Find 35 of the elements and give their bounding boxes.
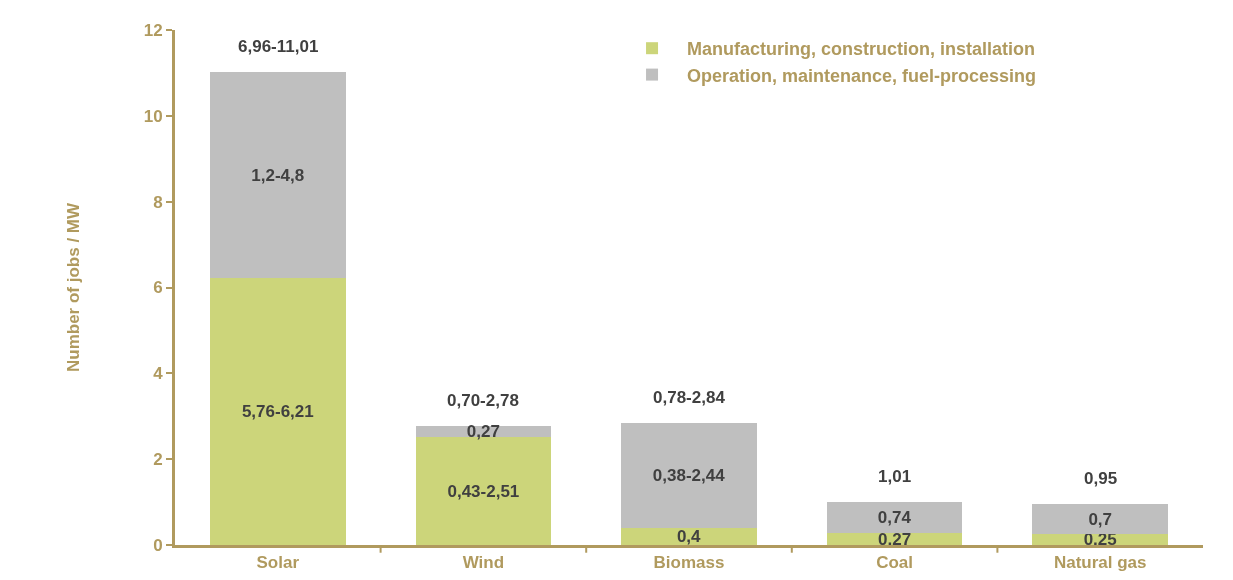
bar (621, 527, 757, 545)
y-tick-label: 12 (143, 20, 163, 40)
total-label: 1,01 (878, 467, 912, 486)
total-label: 0,70-2,78 (447, 391, 519, 410)
data-label: 0,38-2,44 (652, 465, 726, 485)
bar (209, 72, 346, 279)
x-tick-label: Wind (462, 553, 505, 573)
total-label: 0,95 (1084, 469, 1118, 488)
x-tick-label: Natural gas (1053, 553, 1147, 573)
total-label: 6,96-11,01 (238, 37, 319, 56)
y-tick-label: 8 (153, 192, 163, 212)
bar (826, 501, 963, 534)
data-label: 5,76-6,21 (241, 402, 314, 422)
y-axis-title: Number of jobs / MW (64, 202, 84, 373)
data-label: 1,2-4,8 (251, 165, 305, 185)
legend-label: Operation, maintenance, fuel-processing (687, 65, 1037, 86)
legend-label: Manufacturing, construction, installation (687, 39, 1036, 60)
x-tick-label: Biomass (653, 553, 725, 573)
bar (621, 423, 757, 528)
y-tick-label: 2 (153, 450, 163, 470)
data-label: 0,74 (877, 508, 912, 528)
data-label: 0,4 (676, 526, 702, 546)
y-tick-label: 0 (153, 535, 163, 555)
bar (1032, 504, 1169, 535)
y-tick-label: 6 (153, 278, 163, 298)
x-tick-label: Coal (876, 553, 914, 573)
bar (209, 278, 346, 545)
data-label: 0,27 (466, 421, 500, 441)
y-tick-label: 10 (143, 106, 163, 126)
data-label: 0,43-2,51 (447, 481, 520, 501)
data-label: 0,7 (1088, 509, 1113, 529)
data-label: 0,27 (878, 529, 912, 549)
x-tick-label: Solar (256, 553, 300, 573)
total-label: 0,78-2,84 (653, 388, 726, 407)
y-tick-label: 4 (153, 364, 164, 384)
